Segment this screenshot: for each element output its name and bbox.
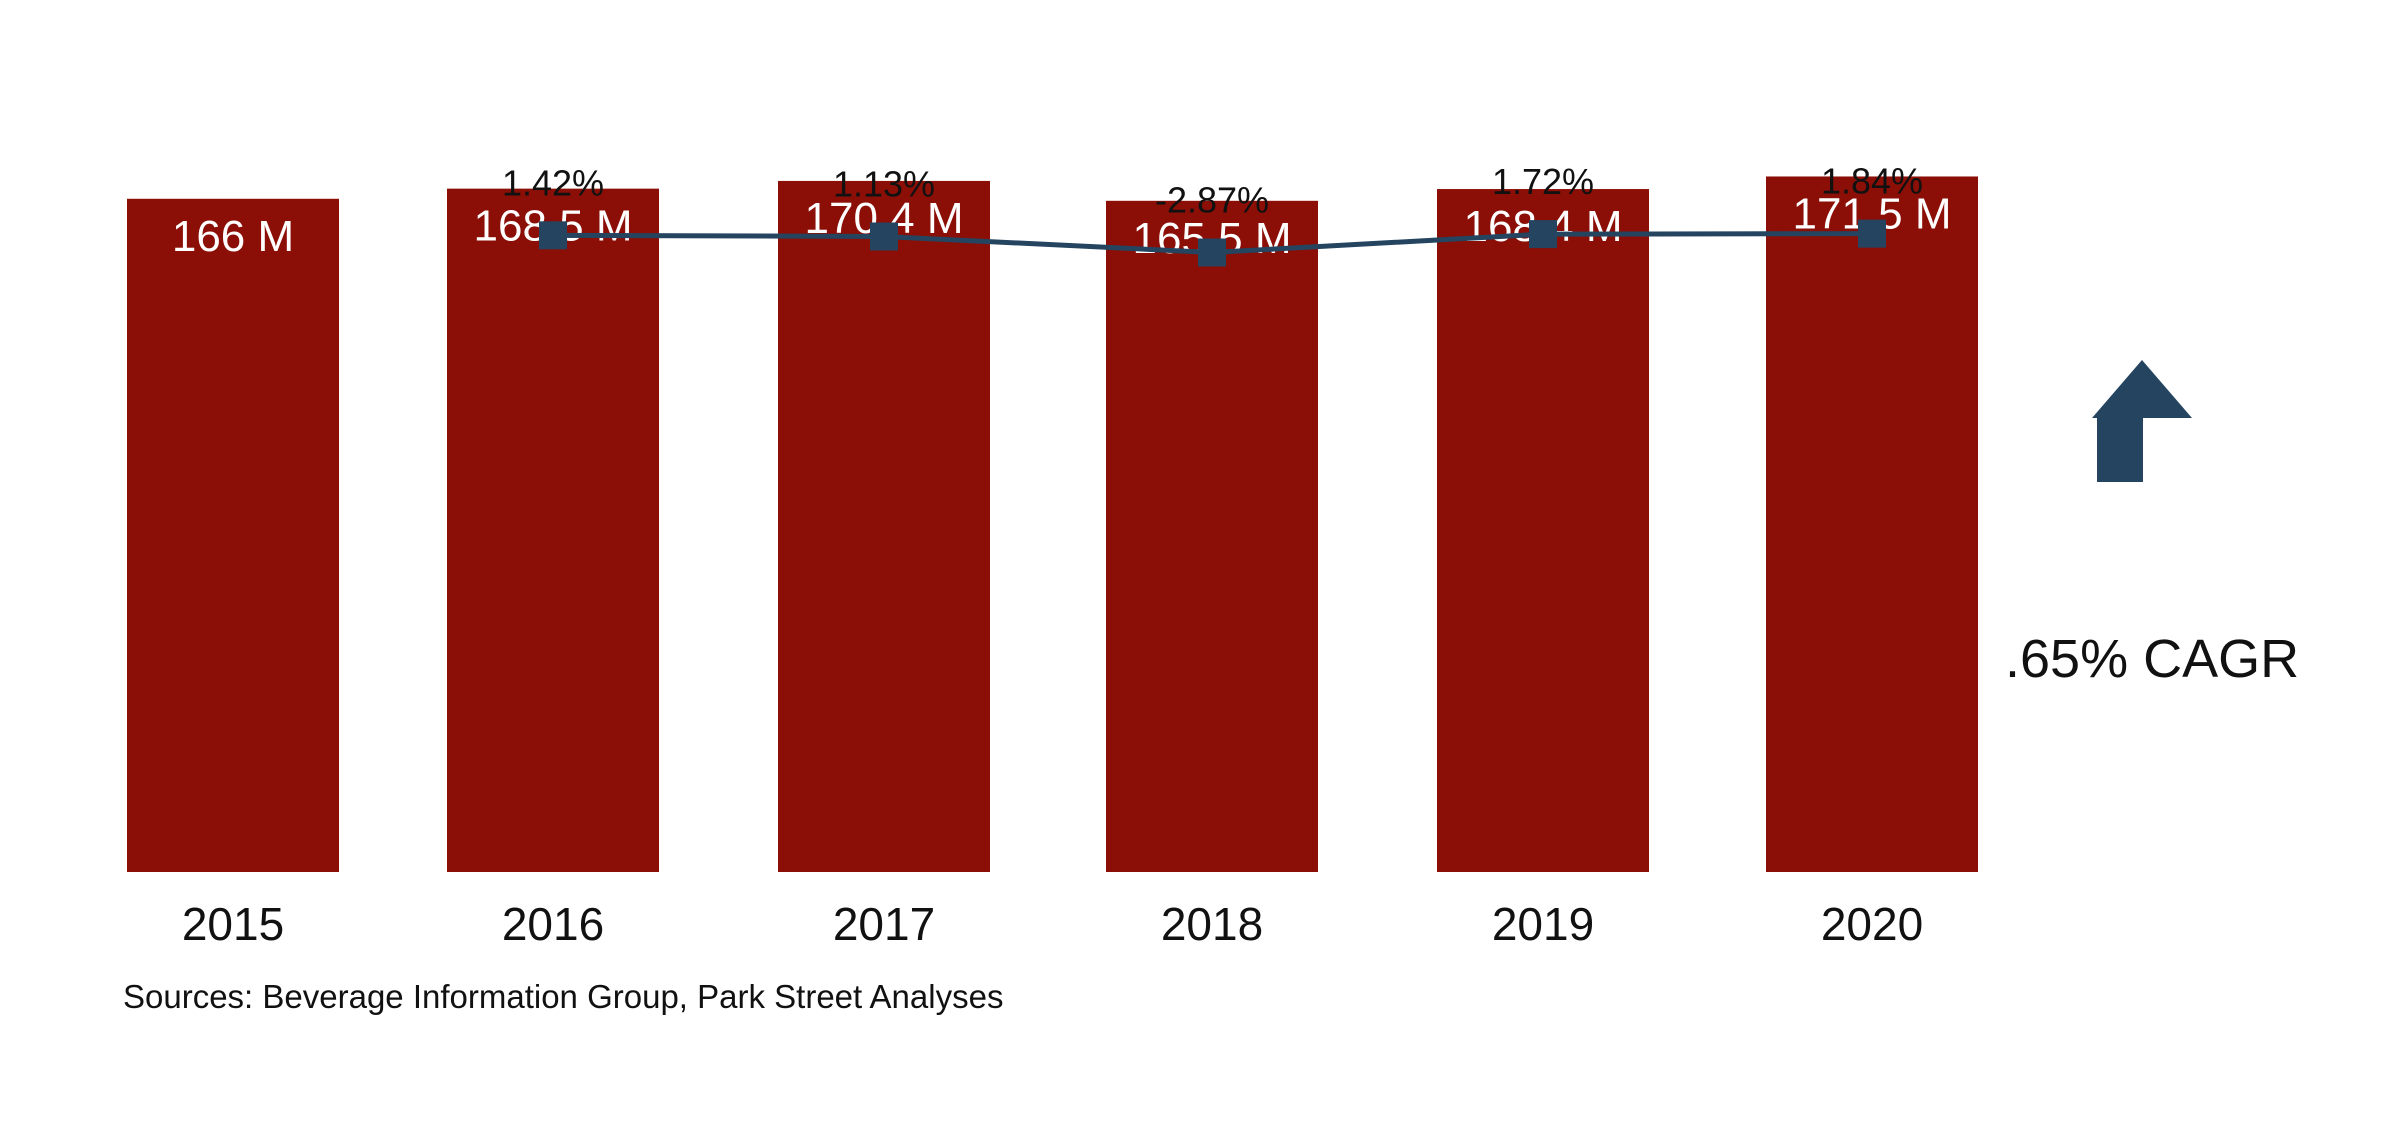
growth-line-layer <box>539 219 1886 267</box>
growth-labels-layer: 1.42% 1.13% -2.87% 1.72% 1.84% <box>502 161 1923 221</box>
growth-marker-2018 <box>1198 238 1226 267</box>
source-note: Sources: Beverage Information Group, Par… <box>123 978 1003 1015</box>
growth-marker-2020 <box>1858 219 1886 248</box>
growth-value-label: 1.42% <box>502 162 604 203</box>
growth-value-label: -2.87% <box>1155 179 1269 220</box>
bar-2018 <box>1106 200 1318 873</box>
bar-2017 <box>778 180 990 872</box>
x-tick-label: 2018 <box>1161 898 1263 950</box>
bar-2020 <box>1766 176 1978 872</box>
x-axis-ticks: 2015 2016 2017 2018 2019 2020 <box>182 898 1923 950</box>
x-tick-label: 2020 <box>1821 898 1923 950</box>
growth-value-label: 1.72% <box>1492 161 1594 202</box>
x-tick-label: 2016 <box>502 898 604 950</box>
growth-marker-2017 <box>870 222 898 251</box>
x-tick-label: 2017 <box>833 898 935 950</box>
growth-value-label: 1.13% <box>833 163 935 204</box>
bar-value-label: 166 M <box>172 212 294 261</box>
cagr-label: .65% CAGR <box>2005 629 2299 689</box>
growth-marker-2016 <box>539 221 567 250</box>
x-tick-label: 2019 <box>1492 898 1594 950</box>
bar-2015 <box>127 198 339 872</box>
bars-layer <box>127 176 1978 873</box>
growth-value-label: 1.84% <box>1821 161 1923 202</box>
x-tick-label: 2015 <box>182 898 284 950</box>
growth-marker-2019 <box>1529 220 1557 249</box>
bar-labels-layer: 166 M 168.5 M 170.4 M 165.5 M 168.4 M 171.5 M <box>172 189 1952 262</box>
bar-2019 <box>1437 189 1649 873</box>
up-arrow-icon <box>2092 360 2192 482</box>
bar-2016 <box>447 188 659 872</box>
